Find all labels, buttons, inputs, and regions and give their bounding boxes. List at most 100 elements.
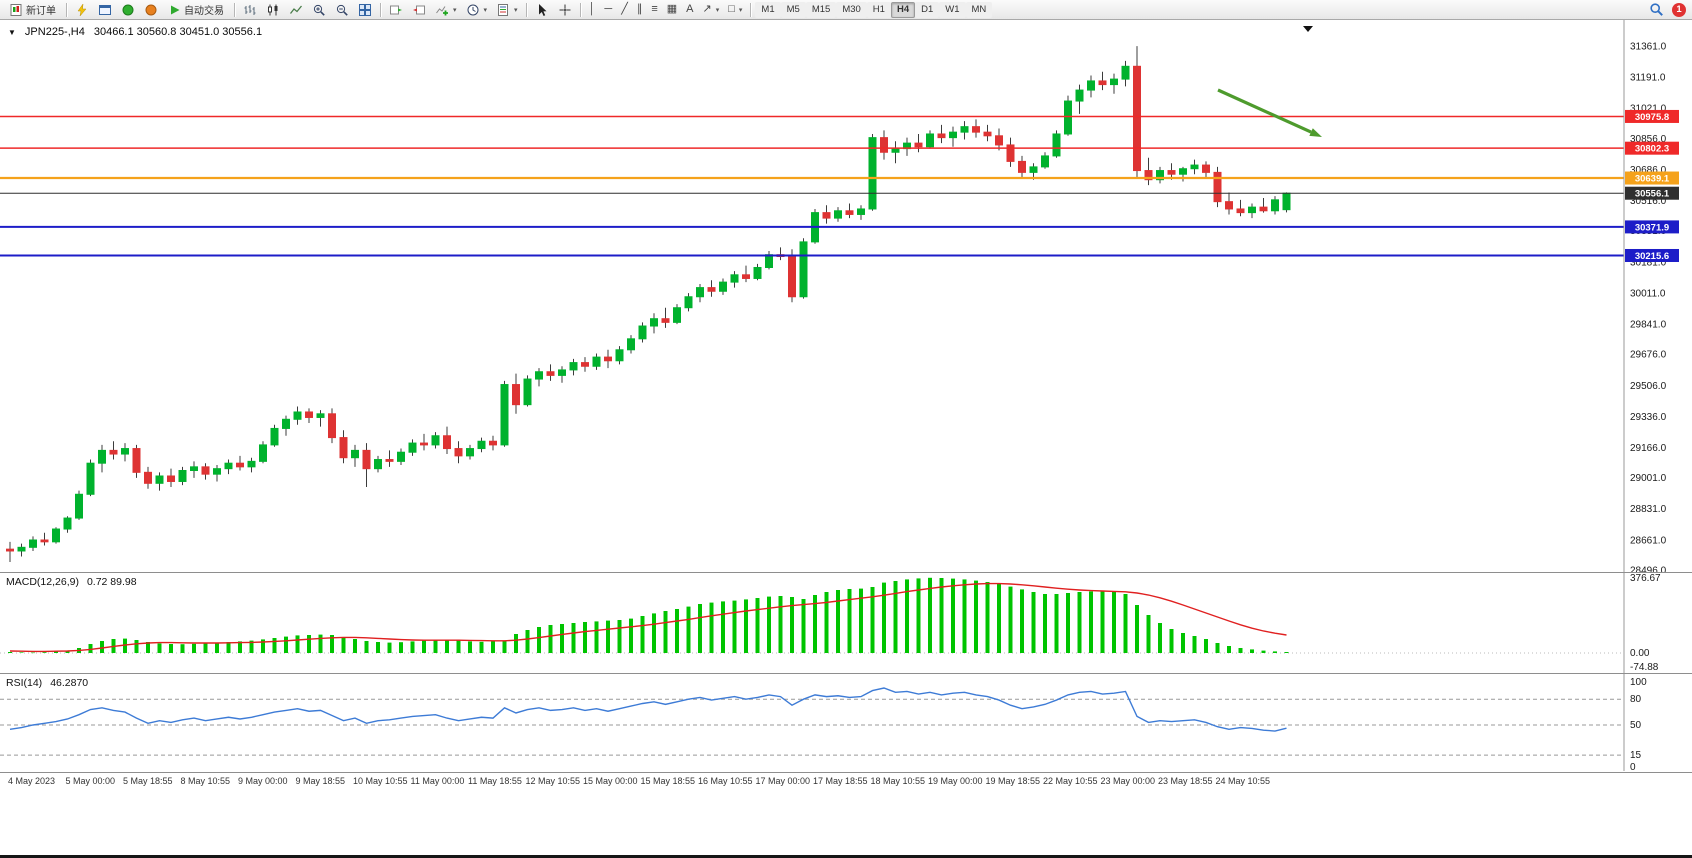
- shapes-tool-button[interactable]: □ ▾: [724, 1, 746, 18]
- toolbar-separator: [66, 2, 67, 17]
- macd-signal-line: [9, 582, 1287, 653]
- connection-status-button[interactable]: [117, 1, 139, 18]
- macd-histogram-bar: [606, 620, 610, 653]
- macd-histogram-bar: [663, 611, 668, 653]
- macd-histogram-bar: [1066, 593, 1070, 653]
- macd-histogram-bar: [1227, 646, 1231, 653]
- rsi-chart[interactable]: 100 80 50 150: [0, 674, 1692, 771]
- chart-shift-marker[interactable]: [1303, 26, 1313, 32]
- trend-arrow-object[interactable]: [1217, 88, 1312, 134]
- chart-shift-button[interactable]: [408, 1, 430, 18]
- candle-bear: [914, 142, 923, 148]
- time-axis-label: 10 May 10:55: [353, 776, 408, 786]
- macd-histogram-bar: [1250, 649, 1254, 653]
- timeframe-M30-button[interactable]: M30: [836, 1, 867, 18]
- rsi-label: RSI(14) 46.2870: [6, 677, 88, 689]
- timeframe-MN-button[interactable]: MN: [965, 1, 993, 18]
- macd-histogram-bar: [192, 643, 196, 653]
- price-axis-label: 31361.0: [1630, 42, 1667, 53]
- candle-bull: [535, 371, 543, 380]
- timeframe-M5-button[interactable]: M5: [780, 1, 806, 18]
- text-tool-button[interactable]: A: [682, 1, 697, 18]
- timeframe-H4-button[interactable]: H4: [890, 1, 916, 18]
- horizontal-line-button[interactable]: ─: [600, 1, 616, 18]
- macd-histogram-bar: [916, 578, 921, 653]
- candle-bull: [1075, 89, 1084, 102]
- candle-bull: [224, 462, 233, 470]
- templates-button[interactable]: ▾: [492, 1, 522, 18]
- panel-divider[interactable]: [0, 572, 1692, 573]
- macd-histogram-bar: [1135, 605, 1139, 653]
- line-chart-type-button[interactable]: [285, 1, 307, 18]
- time-axis-label: 18 May 10:55: [870, 776, 926, 786]
- periods-button[interactable]: ▾: [462, 1, 492, 18]
- macd-histogram-bar: [376, 642, 380, 653]
- time-axis-label: 11 May 00:00: [410, 776, 465, 786]
- toolbar-separator: [234, 2, 235, 17]
- time-axis[interactable]: 4 May 2023 5 May 00:00 5 May 18:55 8 May 10…: [0, 772, 1692, 792]
- macd-histogram-bar: [146, 642, 150, 653]
- price-tag: [1625, 186, 1679, 200]
- macd-histogram-bar: [525, 630, 530, 653]
- crosshair-button[interactable]: [554, 1, 576, 18]
- green-ball-icon: [122, 4, 134, 15]
- zoom-in-button[interactable]: [308, 1, 330, 18]
- notification-badge[interactable]: 1: [1672, 2, 1686, 17]
- macd-histogram-bar: [709, 602, 714, 653]
- chart-title: ▼ JPN225-,H4 30466.1 30560.8 30451.0 305…: [8, 26, 262, 38]
- price-chart[interactable]: 31361.0 31191.0 31021.0 30856.0 30686.0 30516…: [0, 20, 1692, 573]
- auto-scroll-button[interactable]: [385, 1, 407, 18]
- bottom-edge: [0, 855, 1692, 858]
- arrows-tool-button[interactable]: ↗ ▾: [699, 1, 724, 18]
- fibonacci-button[interactable]: ≡: [647, 1, 661, 18]
- search-button[interactable]: [1645, 1, 1668, 18]
- rsi-axis-label: 100: [1630, 677, 1647, 688]
- candle-bull: [29, 539, 37, 548]
- macd-histogram-bar: [1181, 633, 1185, 653]
- candle-bull: [178, 470, 187, 482]
- candle-bull: [293, 411, 302, 420]
- metaeditor-button[interactable]: [71, 1, 93, 18]
- timeframe-H1-button[interactable]: H1: [866, 1, 891, 18]
- vertical-line-button[interactable]: │: [585, 1, 600, 18]
- new-order-button[interactable]: 新订单: [3, 1, 62, 18]
- indicators-button[interactable]: ▾: [431, 1, 461, 18]
- timeframe-D1-button[interactable]: D1: [915, 1, 940, 18]
- candle-bull: [1041, 155, 1049, 168]
- time-axis-label: 5 May 18:55: [123, 776, 173, 786]
- chevron-down-icon: ▾: [483, 6, 488, 14]
- price-axis-label: 30011.0: [1630, 288, 1666, 299]
- trendline-button[interactable]: ╱: [617, 1, 632, 18]
- market-watch-button[interactable]: [140, 1, 162, 18]
- new-chart-button[interactable]: [94, 1, 116, 18]
- bar-chart-type-button[interactable]: [239, 1, 261, 18]
- timeframe-W1-button[interactable]: W1: [939, 1, 966, 18]
- macd-histogram-bar: [502, 641, 507, 653]
- cursor-button[interactable]: [531, 1, 553, 18]
- timeframe-M15-button[interactable]: M15: [805, 1, 837, 18]
- candle-bull: [558, 369, 566, 376]
- macd-histogram-bar: [318, 634, 323, 653]
- candle-bull: [1271, 199, 1279, 212]
- zoom-in-icon: [313, 4, 325, 16]
- auto-trading-button[interactable]: 自动交易: [163, 1, 230, 18]
- macd-histogram-bar: [893, 581, 898, 653]
- candlestick-chart-type-button[interactable]: [262, 1, 284, 18]
- macd-histogram-bar: [790, 597, 794, 653]
- macd-histogram-bar: [65, 650, 70, 653]
- macd-histogram-bar: [468, 641, 472, 653]
- macd-histogram-bar: [123, 638, 127, 653]
- candle-bull: [638, 325, 647, 340]
- timeframe-M1-button[interactable]: M1: [755, 1, 781, 18]
- macd-chart[interactable]: 376.67 0.00 -74.88: [0, 573, 1692, 673]
- macd-histogram-bar: [1077, 592, 1082, 653]
- tile-windows-button[interactable]: [354, 1, 376, 18]
- macd-histogram-bar: [1273, 651, 1277, 653]
- trend-arrow-head[interactable]: [1309, 128, 1322, 137]
- grid-button[interactable]: ▦: [663, 1, 681, 18]
- zoom-out-button[interactable]: [331, 1, 353, 18]
- channel-button[interactable]: ∥: [633, 1, 647, 18]
- one-click-trading-toggle[interactable]: ▼: [8, 27, 16, 37]
- panel-divider[interactable]: [0, 673, 1692, 674]
- candle-bull: [696, 287, 704, 298]
